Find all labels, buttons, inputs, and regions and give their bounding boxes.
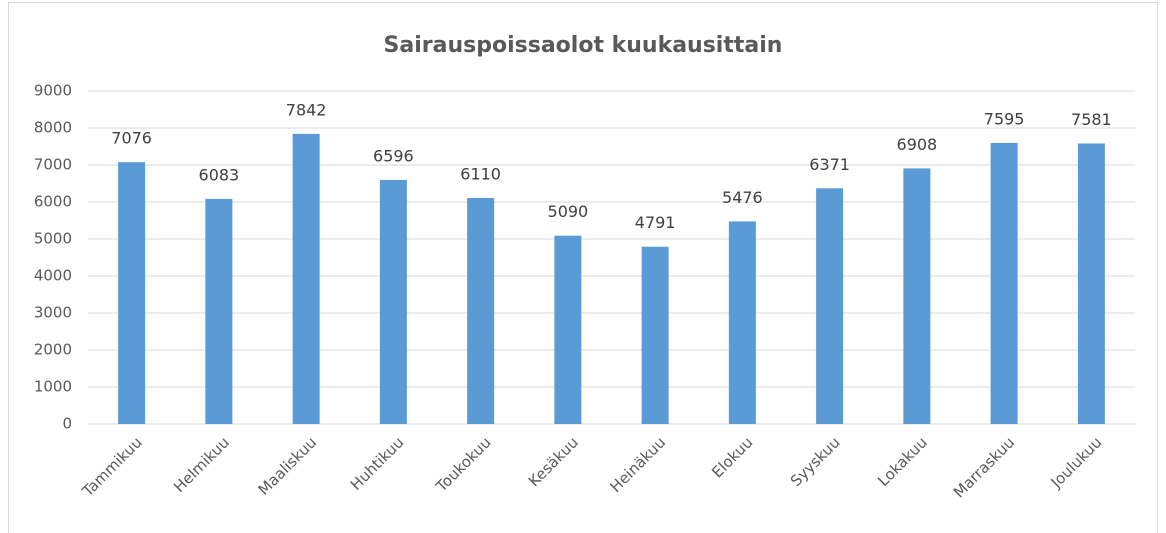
y-tick-label: 1000 (34, 378, 72, 396)
bar (1077, 143, 1105, 425)
bar (990, 142, 1018, 425)
data-label: 6596 (373, 146, 414, 165)
data-label: 7595 (984, 109, 1025, 128)
bar (816, 188, 844, 424)
bar (379, 179, 407, 424)
y-tick-label: 0 (62, 415, 72, 433)
data-label: 7076 (111, 129, 152, 148)
y-tick-label: 9000 (34, 82, 72, 100)
y-tick-label: 5000 (34, 230, 72, 248)
y-tick-label: 3000 (34, 304, 72, 322)
bar (292, 133, 320, 424)
data-label: 7842 (286, 100, 327, 119)
data-label: 4791 (635, 213, 676, 232)
bar (205, 198, 233, 424)
y-tick-label: 8000 (34, 119, 72, 137)
bar (554, 235, 582, 424)
data-label: 6908 (897, 135, 938, 154)
data-label: 6083 (199, 165, 240, 184)
data-label: 6371 (809, 155, 850, 174)
y-tick-label: 4000 (34, 267, 72, 285)
bar (467, 197, 495, 424)
y-tick-label: 6000 (34, 193, 72, 211)
data-label: 7581 (1071, 110, 1112, 129)
y-tick-label: 7000 (34, 156, 72, 174)
bar (641, 246, 669, 424)
data-label: 5090 (548, 202, 589, 221)
bar (903, 168, 931, 424)
chart-title: Sairauspoissaolot kuukausittain (384, 33, 783, 58)
bar (118, 162, 146, 425)
data-label: 5476 (722, 188, 763, 207)
bar (728, 221, 756, 424)
data-label: 6110 (460, 164, 501, 183)
y-tick-label: 2000 (34, 341, 72, 359)
